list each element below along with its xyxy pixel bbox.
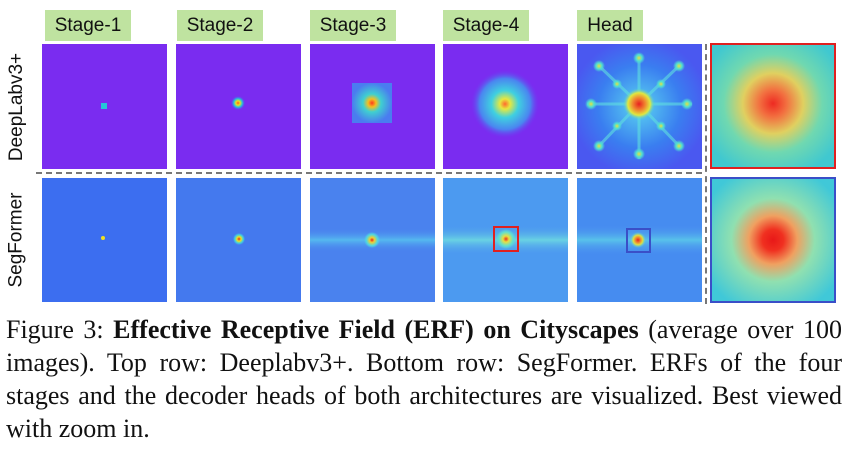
erf-segformer-stage-2 [176,178,301,302]
erf-deeplab-stage-2 [176,44,301,169]
row-label-deeplab: DeepLabv3+ [6,52,28,161]
erf-deeplab-zoom [710,43,836,169]
caption-prefix: Figure 3: [6,315,114,344]
header-stage-2: Stage-2 [177,10,263,41]
header-stage-4: Stage-4 [443,10,529,41]
erf-segformer-stage-1 [42,178,167,302]
erf-segformer-stage-4 [443,178,568,302]
horizontal-divider [36,172,702,174]
zoom-region-red [493,226,519,252]
zoom-frame-blue [710,177,836,303]
erf-segformer-stage-3 [310,178,435,302]
header-stage-3: Stage-3 [310,10,396,41]
header-head: Head [577,10,643,41]
erf-deeplab-stage-4 [443,44,568,169]
erf-deeplab-stage-3 [310,44,435,169]
row-label-segformer: SegFormer [6,192,27,288]
erf-segformer-zoom [710,177,836,303]
caption-rest: (average over 100 images). Top row: Deep… [6,315,842,443]
zoom-frame-red [710,43,836,169]
vertical-divider [705,44,707,304]
erf-figure: Stage-1 Stage-2 Stage-3 Stage-4 Head Dee… [6,10,836,304]
zoom-region-blue [626,228,651,253]
figure-caption: Figure 3: Effective Receptive Field (ERF… [6,313,842,445]
erf-deeplab-stage-1 [42,44,167,169]
header-stage-1: Stage-1 [45,10,131,41]
caption-bold: Effective Receptive Field (ERF) on Citys… [113,315,639,344]
erf-segformer-head [577,178,702,302]
erf-deeplab-head [577,44,702,169]
